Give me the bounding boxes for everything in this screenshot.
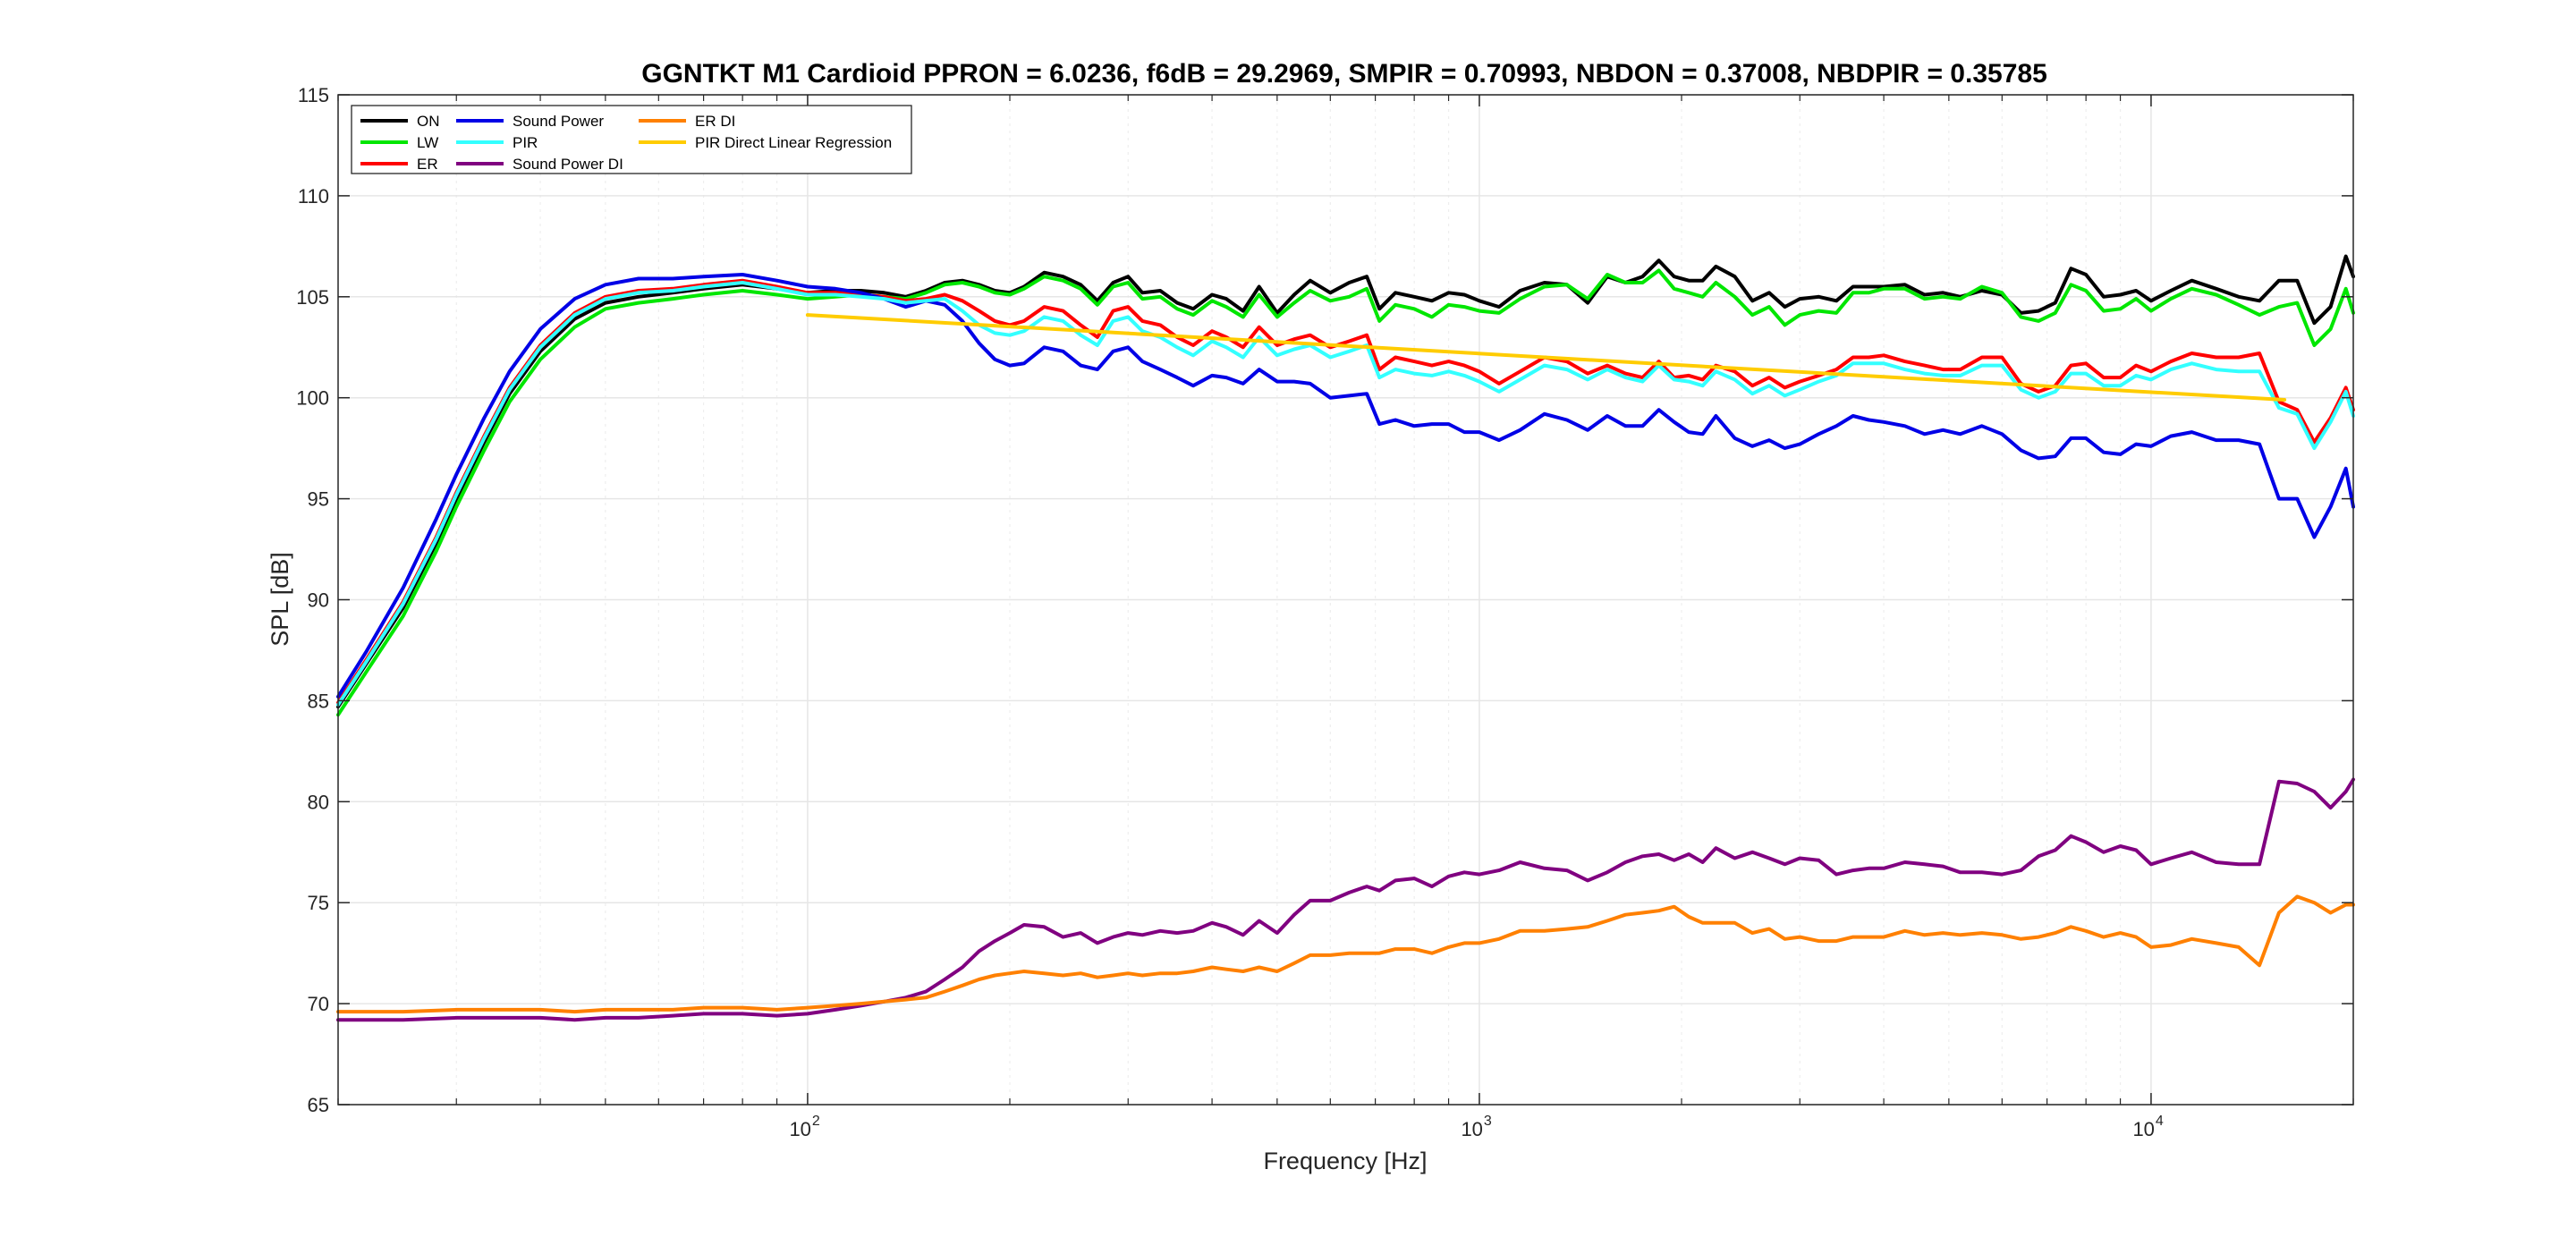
series-line-sound-power: [336, 273, 2355, 699]
series-line-sound-power-di: [336, 777, 2355, 1022]
legend-label: PIR: [513, 134, 538, 151]
legend-entry-lw: LW: [360, 134, 438, 151]
y-tick-label: 75: [308, 892, 329, 914]
x-tick-label-base: 10: [1461, 1118, 1482, 1140]
legend-entry-er-di: ER DI: [639, 113, 735, 130]
y-tick-label: 95: [308, 488, 329, 511]
y-axis-label: SPL [dB]: [267, 552, 293, 647]
chart-title: GGNTKT M1 Cardioid PPRON = 6.0236, f6dB …: [641, 59, 2047, 89]
legend-entry-on: ON: [360, 113, 440, 130]
legend-entry-sound-power: Sound Power: [456, 113, 604, 130]
y-tick-label: 65: [308, 1094, 329, 1116]
x-tick-label-exponent: 4: [2156, 1114, 2164, 1129]
legend-entry-er: ER: [360, 156, 438, 173]
x-tick-label: 10 3: [1461, 1114, 1491, 1140]
legend-box: [351, 105, 912, 174]
legend-label: ON: [417, 113, 440, 130]
x-tick-label-exponent: 2: [812, 1114, 820, 1129]
legend-label: Sound Power DI: [513, 156, 623, 173]
y-tick-label: 105: [296, 286, 329, 309]
x-axis-label: Frequency [Hz]: [1263, 1148, 1427, 1174]
legend-entry-pir-direct-linear-regression: PIR Direct Linear Regression: [639, 134, 892, 151]
x-tick-label-base: 10: [2132, 1118, 2154, 1140]
legend-label: ER: [417, 156, 438, 173]
legend-label: PIR Direct Linear Regression: [695, 134, 892, 151]
series-line-pir-direct-linear-regression: [805, 313, 2287, 402]
legend-entry-pir: PIR: [456, 134, 538, 151]
y-tick-label: 80: [308, 791, 329, 813]
series-line-er-di: [336, 894, 2355, 1014]
y-tick-label: 100: [296, 387, 329, 410]
series-line-pir: [336, 281, 2355, 707]
series-layer: [336, 254, 2355, 1022]
legend-label: Sound Power: [513, 113, 604, 130]
legend-label: LW: [417, 134, 438, 151]
x-tick-label: 10 4: [2132, 1114, 2163, 1140]
y-tick-label: 110: [298, 185, 329, 208]
series-line-on: [336, 254, 2355, 709]
y-tick-label: 70: [308, 993, 329, 1015]
legend: ON LW ER Sound Power PIR Sound Power DI ER DI P…: [351, 105, 912, 174]
y-tick-label: 85: [308, 690, 329, 712]
legend-entry-sound-power-di: Sound Power DI: [456, 156, 623, 173]
y-tick-label: 115: [298, 84, 329, 106]
x-tick-label-base: 10: [789, 1118, 810, 1140]
x-tick-label-exponent: 3: [1484, 1114, 1492, 1129]
y-tick-label: 90: [308, 589, 329, 612]
legend-label: ER DI: [695, 113, 735, 130]
x-tick-label: 10 2: [789, 1114, 819, 1140]
